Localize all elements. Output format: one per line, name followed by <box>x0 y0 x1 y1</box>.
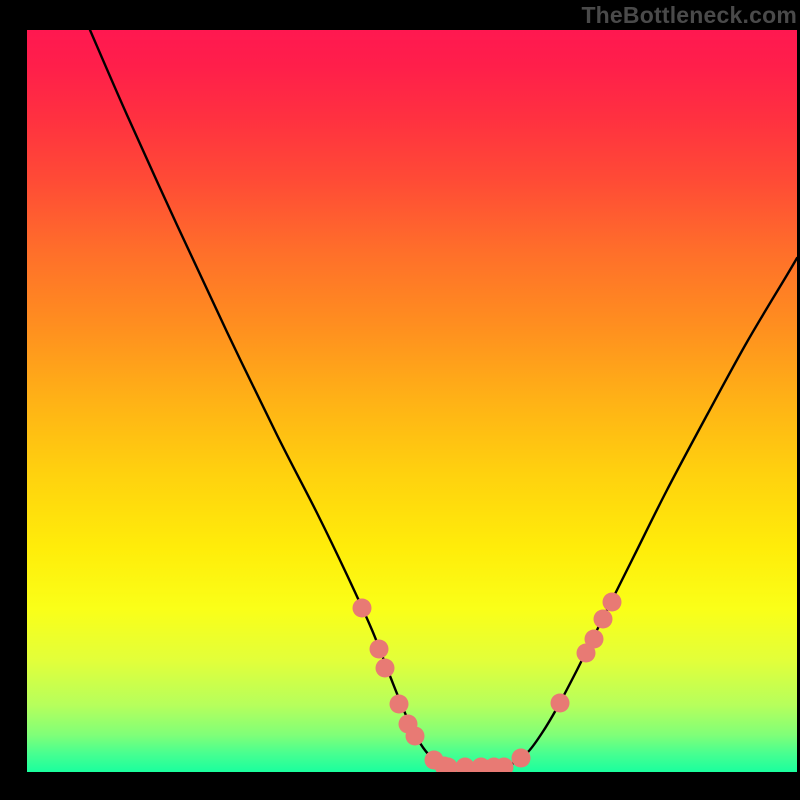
marker-point <box>456 758 475 773</box>
chart-plot-area <box>27 30 797 772</box>
attribution-watermark: TheBottleneck.com <box>27 0 797 30</box>
marker-point <box>603 593 622 612</box>
marker-point <box>406 727 425 746</box>
marker-point <box>390 695 409 714</box>
marker-point <box>551 694 570 713</box>
marker-scatter <box>27 30 797 772</box>
marker-point <box>512 749 531 768</box>
plot-wrap: TheBottleneck.com <box>27 0 797 772</box>
marker-point <box>594 610 613 629</box>
outer-frame: TheBottleneck.com <box>0 0 800 800</box>
marker-point <box>353 599 372 618</box>
marker-point <box>370 640 389 659</box>
marker-point <box>376 659 395 678</box>
marker-point <box>585 630 604 649</box>
